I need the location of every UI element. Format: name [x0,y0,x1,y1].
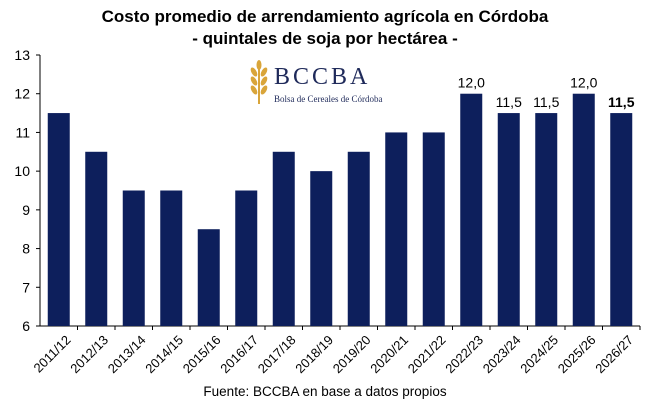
x-tick-label: 2024/25 [517,332,561,376]
bar [122,190,145,326]
x-tick-label: 2025/26 [555,332,599,376]
data-label: 11,5 [496,94,522,110]
y-tick-label: 12 [14,86,30,102]
bar [197,229,220,326]
bccba-logo: BCCBA Bolsa de Cereales de Córdoba [246,58,396,108]
bar [235,190,258,326]
bar [460,93,483,326]
x-tick-label: 2022/23 [442,332,486,376]
x-tick-label: 2021/22 [405,332,449,376]
y-tick-label: 10 [14,163,30,179]
x-tick-label: 2014/15 [142,332,186,376]
y-tick-label: 9 [22,202,30,218]
x-tick-label: 2019/20 [330,332,374,376]
logo-name: BCCBA [274,64,371,90]
x-tick-label: 2012/13 [67,332,111,376]
bar [422,132,445,326]
bar [610,113,633,326]
y-tick-label: 13 [14,47,30,63]
bar [497,113,520,326]
wheat-icon [250,60,268,104]
bar [347,151,370,326]
x-tick-label: 2016/17 [217,332,261,376]
bar [160,190,183,326]
bar [272,151,295,326]
chart-subtitle: - quintales de soja por hectárea - [192,29,458,48]
x-tick-label: 2015/16 [180,332,224,376]
chart-title: Costo promedio de arrendamiento agrícola… [101,7,549,26]
bar [310,171,333,326]
x-tick-label: 2023/24 [480,332,524,376]
y-tick-label: 8 [22,241,30,257]
data-label: 11,5 [533,94,559,110]
y-tick-label: 11 [15,124,30,140]
bar [85,151,108,326]
bar [535,113,558,326]
data-label: 11,5 [608,94,635,110]
data-label: 12,0 [458,75,485,91]
logo-subtitle: Bolsa de Cereales de Córdoba [274,94,383,104]
x-tick-label: 2026/27 [592,332,636,376]
y-tick-label: 7 [22,279,30,295]
x-tick-label: 2018/19 [292,332,336,376]
x-tick-label: 2013/14 [105,332,149,376]
x-tick-label: 2017/18 [255,332,299,376]
source-note: Fuente: BCCBA en base a datos propios [203,384,447,399]
bar [385,132,408,326]
y-tick-label: 6 [22,318,30,334]
x-tick-label: 2020/21 [367,332,411,376]
x-tick-label: 2011/12 [30,332,73,375]
bar [47,113,70,326]
data-label: 12,0 [570,75,597,91]
bar [572,93,595,326]
